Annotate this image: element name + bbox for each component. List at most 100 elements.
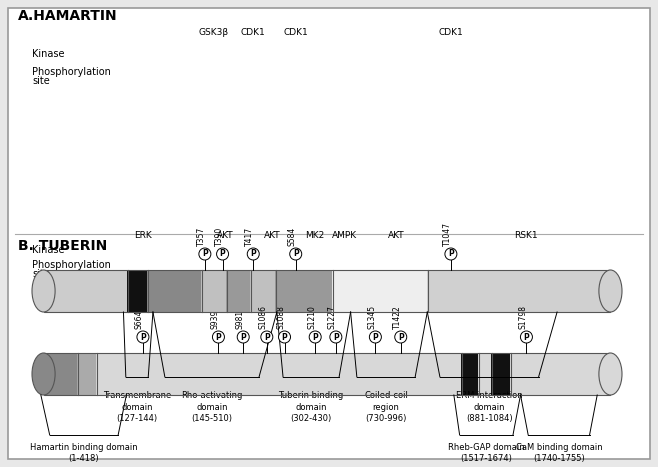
Bar: [43, 270, 136, 312]
Text: MK2: MK2: [305, 231, 325, 240]
Text: T1422: T1422: [393, 305, 402, 329]
Text: P: P: [448, 249, 454, 259]
Bar: [492, 353, 515, 395]
Ellipse shape: [32, 270, 55, 312]
Text: P: P: [140, 333, 146, 341]
Text: P: P: [313, 333, 318, 341]
Text: S1086: S1086: [259, 305, 268, 329]
Circle shape: [330, 331, 342, 343]
Bar: [147, 270, 215, 312]
Text: Hamartin binding domain
(1-418): Hamartin binding domain (1-418): [30, 443, 138, 463]
Text: P: P: [220, 249, 226, 259]
Text: Rho-activating
domain
(145-510): Rho-activating domain (145-510): [181, 391, 243, 423]
Ellipse shape: [599, 353, 622, 395]
Circle shape: [445, 248, 457, 260]
Text: P: P: [293, 249, 299, 259]
Text: S1210: S1210: [307, 305, 316, 329]
Text: AMPK: AMPK: [332, 231, 357, 240]
Text: S584: S584: [288, 227, 297, 246]
Bar: [226, 270, 228, 312]
Circle shape: [238, 331, 249, 343]
Text: P: P: [333, 333, 339, 341]
Text: S1088: S1088: [276, 305, 286, 329]
Circle shape: [278, 331, 291, 343]
Circle shape: [137, 331, 149, 343]
Circle shape: [395, 331, 407, 343]
Bar: [43, 270, 611, 312]
Text: RSK1: RSK1: [515, 231, 538, 240]
Text: CDK1: CDK1: [284, 28, 308, 37]
Ellipse shape: [32, 353, 55, 395]
Text: Phosphorylation: Phosphorylation: [32, 67, 111, 77]
Text: Rheb-GAP domain
(1517-1674): Rheb-GAP domain (1517-1674): [448, 443, 524, 463]
Circle shape: [290, 248, 302, 260]
Text: P: P: [216, 333, 221, 341]
Text: T357: T357: [197, 227, 206, 246]
Text: S1227: S1227: [328, 305, 337, 329]
Text: T390: T390: [215, 227, 224, 246]
Circle shape: [309, 331, 321, 343]
Text: T1047: T1047: [443, 222, 452, 246]
Circle shape: [216, 248, 228, 260]
Text: S939: S939: [211, 310, 219, 329]
Text: Phosphorylation: Phosphorylation: [32, 260, 111, 270]
Text: Kinase: Kinase: [32, 245, 64, 255]
Bar: [332, 270, 334, 312]
Bar: [461, 353, 484, 395]
Bar: [428, 270, 611, 312]
Bar: [227, 270, 259, 312]
Text: P: P: [398, 333, 403, 341]
Text: S981: S981: [235, 310, 244, 329]
Text: S1798: S1798: [519, 305, 528, 329]
Bar: [492, 353, 494, 395]
Text: ERK: ERK: [134, 231, 152, 240]
Bar: [128, 270, 151, 312]
Circle shape: [520, 331, 532, 343]
Text: CDK1: CDK1: [241, 28, 266, 37]
Text: Transmembrane
domain
(127-144): Transmembrane domain (127-144): [103, 391, 171, 423]
Bar: [276, 270, 341, 312]
Circle shape: [261, 331, 273, 343]
Bar: [251, 270, 284, 312]
Bar: [461, 353, 463, 395]
Text: Tuberin binding
domain
(302-430): Tuberin binding domain (302-430): [278, 391, 343, 423]
Circle shape: [247, 248, 259, 260]
Bar: [333, 270, 436, 312]
Text: AKT: AKT: [388, 231, 405, 240]
Text: A.HAMARTIN: A.HAMARTIN: [18, 9, 118, 23]
Text: site: site: [32, 76, 50, 86]
Bar: [478, 353, 480, 395]
Text: P: P: [251, 249, 256, 259]
Text: P: P: [282, 333, 288, 341]
Bar: [43, 353, 611, 395]
Text: S1345: S1345: [367, 305, 376, 329]
Bar: [147, 270, 149, 312]
Bar: [251, 270, 253, 312]
Text: ERM interaction
domain
(881-1084): ERM interaction domain (881-1084): [456, 391, 522, 423]
Circle shape: [213, 331, 224, 343]
Text: CDK1: CDK1: [438, 28, 463, 37]
Bar: [96, 353, 98, 395]
Bar: [511, 353, 611, 395]
Circle shape: [369, 331, 382, 343]
Bar: [202, 270, 234, 312]
Text: GSK3β: GSK3β: [199, 28, 229, 37]
Bar: [510, 353, 512, 395]
Bar: [127, 270, 129, 312]
Text: AKT: AKT: [217, 231, 234, 240]
Bar: [201, 270, 203, 312]
Text: P: P: [240, 333, 246, 341]
Bar: [78, 353, 101, 395]
Text: B. TUBERIN: B. TUBERIN: [18, 239, 107, 253]
Bar: [43, 353, 85, 395]
Bar: [479, 353, 495, 395]
Text: T417: T417: [245, 227, 254, 246]
Text: S664: S664: [135, 310, 144, 329]
Circle shape: [199, 248, 211, 260]
Text: P: P: [372, 333, 378, 341]
Text: P: P: [264, 333, 270, 341]
Text: P: P: [202, 249, 208, 259]
Bar: [77, 353, 79, 395]
Text: Coiled-coil
region
(730-996): Coiled-coil region (730-996): [364, 391, 408, 423]
Text: AKT: AKT: [265, 231, 281, 240]
